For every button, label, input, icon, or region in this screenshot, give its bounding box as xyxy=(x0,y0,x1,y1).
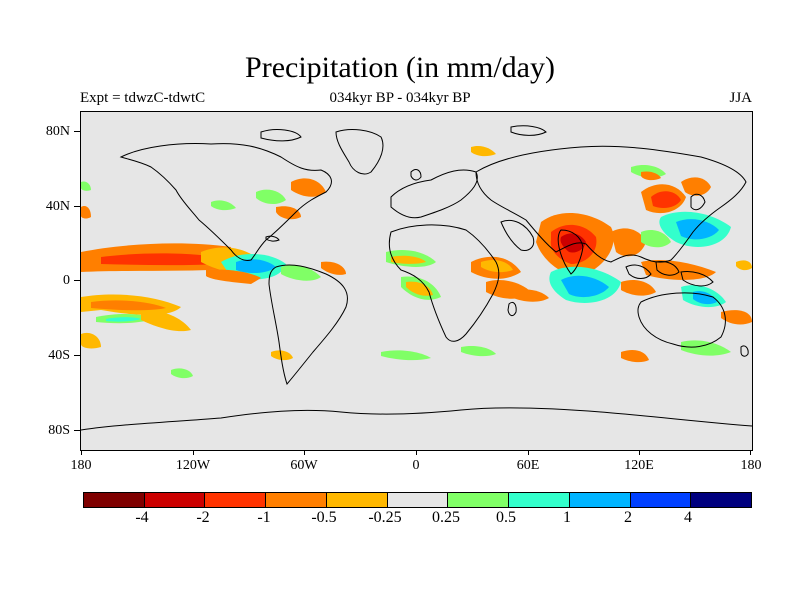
lat-tick xyxy=(74,430,80,431)
lat-tick xyxy=(74,355,80,356)
lat-label-40n: 40N xyxy=(45,199,70,214)
lon-tick xyxy=(639,450,640,455)
colorbar-label: -1 xyxy=(257,509,271,526)
colorbar-box xyxy=(205,493,267,507)
lat-tick xyxy=(74,131,80,132)
precipitation-map xyxy=(81,125,752,431)
colorbar-label: 4 xyxy=(684,509,692,526)
lon-label-120w: 120W xyxy=(175,458,211,473)
colorbar-box xyxy=(630,493,692,507)
colorbar-box xyxy=(326,493,388,507)
season-label: JJA xyxy=(729,90,752,106)
period-label: 034kyr BP - 034kyr BP xyxy=(329,90,471,106)
colorbar-box xyxy=(387,493,449,507)
lon-label-180e: 180 xyxy=(740,458,762,473)
lon-label-0: 0 xyxy=(412,458,420,473)
colorbar-box xyxy=(509,493,570,507)
anomaly-fields xyxy=(81,145,752,379)
colorbar-box xyxy=(144,493,206,507)
lat-tick xyxy=(74,280,80,281)
coastlines xyxy=(81,125,752,431)
experiment-label: Expt = tdwzC-tdwtC xyxy=(80,90,206,106)
lon-tick xyxy=(193,450,194,455)
colorbar xyxy=(83,492,752,508)
colorbar-label: -0.25 xyxy=(368,509,402,526)
lon-label-60e: 60E xyxy=(516,458,540,473)
lat-label-0: 0 xyxy=(63,273,70,288)
colorbar-label: -4 xyxy=(135,509,149,526)
lon-tick xyxy=(750,450,751,455)
chart-title: Precipitation (in mm/day) xyxy=(245,51,555,84)
colorbar-box xyxy=(691,493,752,507)
colorbar-label: -0.5 xyxy=(311,509,337,526)
colorbar-box xyxy=(266,493,327,507)
colorbar-label: 1 xyxy=(563,509,571,526)
lon-tick xyxy=(81,450,82,455)
lat-tick xyxy=(74,206,80,207)
lat-label-80n: 80N xyxy=(45,124,70,139)
lon-tick xyxy=(416,450,417,455)
lat-label-80s: 80S xyxy=(48,423,70,438)
colorbar-label: 2 xyxy=(624,509,632,526)
lon-label-60w: 60W xyxy=(290,458,318,473)
colorbar-label: -2 xyxy=(196,509,210,526)
lon-label-180w: 180 xyxy=(70,458,92,473)
lat-label-40s: 40S xyxy=(48,348,70,363)
map-plot-area xyxy=(80,111,753,451)
colorbar-label: 0.25 xyxy=(432,509,460,526)
colorbar-box xyxy=(569,493,631,507)
colorbar-label: 0.5 xyxy=(496,509,516,526)
lon-tick xyxy=(304,450,305,455)
lon-label-120e: 120E xyxy=(624,458,654,473)
colorbar-box xyxy=(448,493,510,507)
lon-tick xyxy=(528,450,529,455)
colorbar-box xyxy=(84,493,145,507)
